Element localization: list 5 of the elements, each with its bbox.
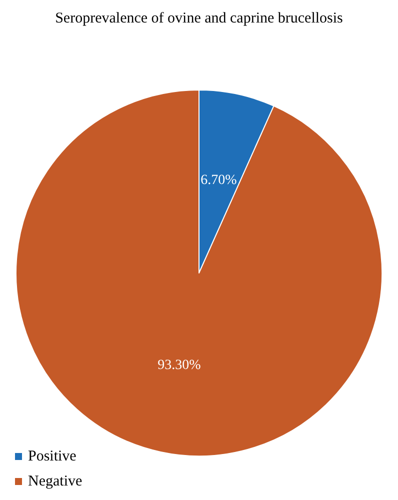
legend-label: Negative: [28, 474, 82, 490]
chart-title: Seroprevalence of ovine and caprine brucellosis: [55, 10, 344, 26]
data-label: 6.70%: [200, 173, 238, 188]
legend-label: Positive: [28, 448, 77, 464]
data-label: 93.30%: [158, 358, 202, 373]
